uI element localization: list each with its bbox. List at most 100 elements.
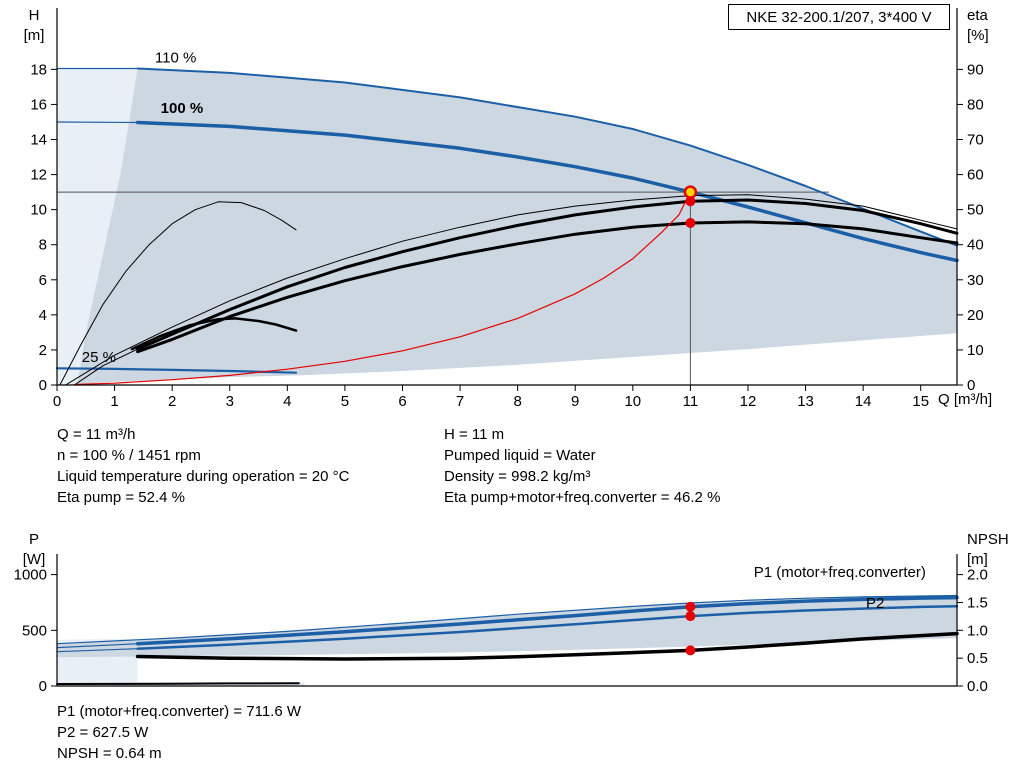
annotation-p2: P2 = 627.5 W bbox=[57, 724, 149, 741]
x-tick-label: 2 bbox=[168, 393, 176, 410]
curve-25pct bbox=[55, 367, 298, 374]
power-band-top-line bbox=[56, 594, 958, 645]
eta-arc-low-q bbox=[59, 201, 297, 386]
x-tick-label: 7 bbox=[456, 393, 464, 410]
pump-model-title-box: NKE 32-200.1/207, 3*400 V bbox=[728, 4, 950, 30]
curve-100pct-lead bbox=[56, 121, 139, 124]
label-110pct: 110 % bbox=[155, 49, 196, 66]
label-p1-curve: P1 (motor+freq.converter) bbox=[754, 564, 926, 581]
x-tick-label: 5 bbox=[341, 393, 349, 410]
eta-pump-curve bbox=[136, 198, 959, 351]
y-tick-left-label: 12 bbox=[30, 167, 47, 184]
y-tick-right-label: 90 bbox=[967, 61, 984, 78]
eta-pump-lead bbox=[73, 348, 139, 386]
duty-info-left-column: Q = 11 m³/h n = 100 % / 1451 rpm Liquid … bbox=[57, 424, 349, 508]
annotation-eta-total: Eta pump+motor+freq.converter = 46.2 % bbox=[444, 489, 721, 506]
x-tick-label: 11 bbox=[683, 393, 699, 410]
y-axis-label-left: [W] bbox=[23, 551, 46, 568]
y-tick-left-label: 2 bbox=[39, 342, 47, 359]
npsh-curve bbox=[135, 631, 959, 661]
annotation-flow: Q = 11 m³/h bbox=[57, 426, 136, 443]
power-band bbox=[57, 595, 957, 658]
x-tick-label: 13 bbox=[797, 393, 814, 410]
pump-model-title: NKE 32-200.1/207, 3*400 V bbox=[746, 8, 932, 26]
x-tick-label: 9 bbox=[571, 393, 579, 410]
y-tick-left-label: 14 bbox=[30, 132, 47, 149]
y-tick-left-label: 4 bbox=[39, 307, 47, 324]
y-tick-right-label: 0.0 bbox=[967, 678, 988, 695]
annotation-density: Density = 998.2 kg/m³ bbox=[444, 468, 591, 485]
annotation-npsh: NPSH = 0.64 m bbox=[57, 745, 162, 762]
control-curve bbox=[73, 191, 692, 386]
eta-25pct-arc bbox=[130, 317, 298, 351]
y-tick-left-label: 8 bbox=[39, 237, 47, 254]
y-tick-left-label: 10 bbox=[30, 202, 47, 219]
y-tick-right-label: 80 bbox=[967, 96, 984, 113]
annotation-p1: P1 (motor+freq.converter) = 711.6 W bbox=[57, 703, 301, 720]
y-tick-right-label: 2.0 bbox=[967, 567, 988, 584]
eta-thin-full bbox=[65, 194, 958, 386]
curve-100pct bbox=[135, 120, 959, 263]
y-tick-right-label: 30 bbox=[967, 272, 984, 289]
label-p2-curve: P2 bbox=[866, 595, 884, 612]
y-tick-right-label: 1.5 bbox=[967, 594, 988, 611]
y-tick-right-label: 10 bbox=[967, 342, 984, 359]
annotation-speed: n = 100 % / 1451 rpm bbox=[57, 447, 201, 464]
annotation-liquid-temperature: Liquid temperature during operation = 20… bbox=[57, 468, 350, 485]
x-tick-label: 0 bbox=[53, 393, 61, 410]
label-100pct: 100 % bbox=[161, 100, 204, 117]
npsh-point bbox=[685, 645, 696, 656]
p2-point bbox=[685, 611, 696, 622]
y-tick-right-label: 20 bbox=[967, 307, 984, 324]
y-tick-left-label: 6 bbox=[39, 272, 47, 289]
y-axis-label-right: NPSH bbox=[967, 531, 1009, 548]
x-tick-label: 1 bbox=[110, 393, 118, 410]
y-axis-label-left: [m] bbox=[24, 27, 45, 44]
y-tick-right-label: 1.0 bbox=[967, 622, 988, 639]
y-tick-left-label: 1000 bbox=[14, 567, 47, 584]
y-axis-label-right: [%] bbox=[967, 27, 989, 44]
p25-line bbox=[56, 682, 300, 685]
y-tick-left-label: 500 bbox=[22, 622, 47, 639]
eta-total-point bbox=[685, 217, 696, 228]
y-tick-right-label: 60 bbox=[967, 167, 984, 184]
y-tick-right-label: 50 bbox=[967, 202, 984, 219]
y-axis-label-right: [m] bbox=[967, 551, 988, 568]
p1-point bbox=[685, 601, 696, 612]
y-tick-left-label: 18 bbox=[30, 61, 47, 78]
x-tick-label: 4 bbox=[283, 393, 291, 410]
annotation-pumped-liquid: Pumped liquid = Water bbox=[444, 447, 596, 464]
eta-pump-point bbox=[685, 196, 696, 207]
p2-lead bbox=[56, 648, 139, 653]
x-tick-label: 6 bbox=[398, 393, 406, 410]
x-tick-label: 8 bbox=[513, 393, 521, 410]
y-axis-label-right: eta bbox=[967, 7, 989, 24]
duty-point bbox=[683, 185, 698, 199]
x-tick-label: 14 bbox=[855, 393, 872, 410]
duty-info-right-column: H = 11 m Pumped liquid = Water Density =… bbox=[444, 424, 720, 508]
p1-curve bbox=[135, 595, 959, 646]
annotation-head: H = 11 m bbox=[444, 426, 505, 443]
y-tick-right-label: 0.5 bbox=[967, 650, 988, 667]
p1-lead bbox=[56, 643, 139, 649]
x-axis-label: Q [m³/h] bbox=[938, 391, 992, 408]
p2-curve bbox=[136, 604, 959, 650]
power-npsh-chart: 0 500 1000 0.0 0.5 1.0 1.5 2.0 P [W] NPSH [m] P1 (mo… bbox=[14, 531, 1009, 695]
y-tick-left-label: 0 bbox=[39, 678, 47, 695]
qh-eta-chart: 0 1 2 3 4 5 6 7 8 9 10 11 12 13 14 15024681012141618010… bbox=[24, 7, 993, 410]
y-tick-left-label: 0 bbox=[39, 377, 47, 394]
y-tick-right-label: 40 bbox=[967, 237, 984, 254]
x-tick-label: 15 bbox=[912, 393, 929, 410]
y-tick-left-label: 16 bbox=[30, 96, 47, 113]
power-info-column: P1 (motor+freq.converter) = 711.6 W P2 =… bbox=[57, 701, 301, 764]
eta-total-curve bbox=[136, 220, 959, 354]
annotation-eta-pump: Eta pump = 52.4 % bbox=[57, 489, 185, 506]
y-tick-right-label: 70 bbox=[967, 132, 984, 149]
x-tick-label: 12 bbox=[740, 393, 757, 410]
y-axis-label-left: H bbox=[29, 7, 40, 24]
y-tick-right-label: 0 bbox=[967, 377, 975, 394]
x-tick-label: 3 bbox=[226, 393, 234, 410]
min-flow-light-region bbox=[57, 68, 138, 385]
